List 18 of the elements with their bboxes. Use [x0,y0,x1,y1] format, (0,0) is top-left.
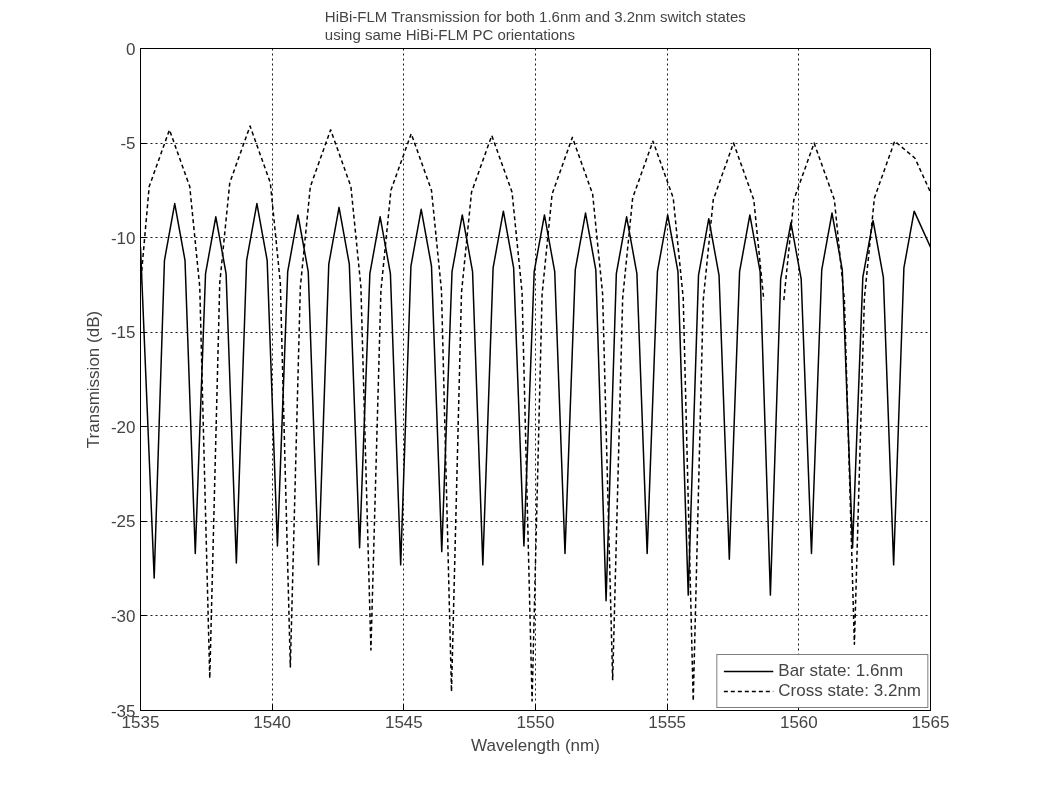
y-tick-label: -20 [110,417,136,437]
y-tick-label: -10 [110,228,136,248]
x-axis-title: Wavelength (nm) [471,735,600,755]
x-tick-label: 1545 [384,712,423,732]
y-tick-label: 0 [126,39,136,59]
x-tick-label: 1550 [516,712,555,732]
y-tick-label: -30 [110,606,136,626]
x-tick-label: 1540 [253,712,292,732]
legend-label: Bar state: 1.6nm [778,661,904,681]
chart-title: HiBi-FLM Transmission for both 1.6nm and 3.2nm switch states using same HiBi-FLM PC orientations [324,7,746,44]
x-tick-label: 1560 [779,712,818,732]
x-tick-label: 1565 [911,712,950,732]
y-tick-label: -25 [110,512,136,532]
legend-label: Cross state: 3.2nm [778,681,921,701]
y-tick-label: -15 [110,323,136,343]
x-tick-label: 1555 [648,712,687,732]
y-axis-title: Transmission (dB) [83,310,103,449]
y-tick-label: -5 [120,134,136,154]
